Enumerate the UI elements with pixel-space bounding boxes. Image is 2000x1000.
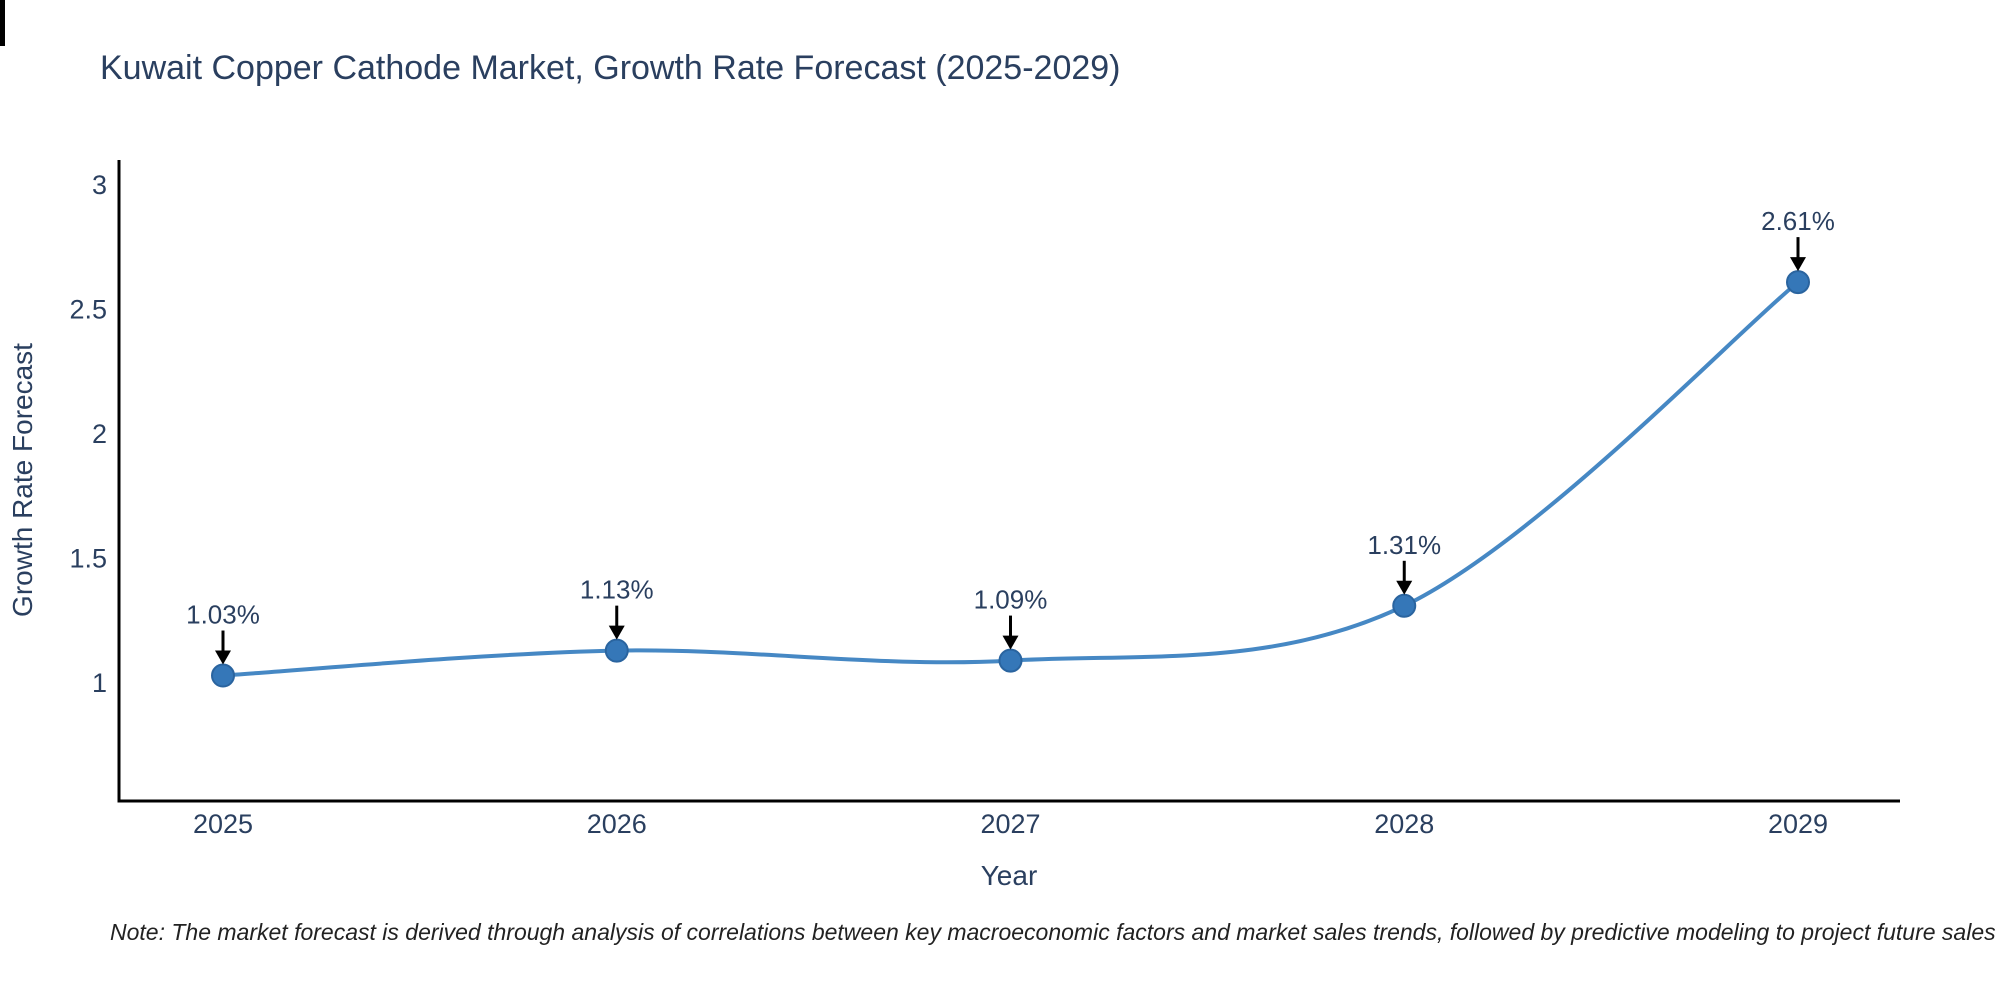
- screen-edge-artifact: [0, 0, 5, 46]
- y-tick-label: 1.5: [69, 544, 107, 574]
- annotations-group: 1.03% 1.13% 1.09% 1.31% 2.61%: [186, 206, 1835, 665]
- data-point-marker[interactable]: [211, 663, 235, 688]
- annotation-label: 2.61%: [1761, 206, 1835, 236]
- data-point-marker[interactable]: [998, 648, 1023, 673]
- annotation-label: 1.13%: [580, 575, 654, 605]
- y-axis-ticks: 1 1.5 2 2.5 3: [69, 170, 107, 698]
- footnote: Note: The market forecast is derived thr…: [110, 919, 1996, 945]
- data-point-marker[interactable]: [1786, 270, 1810, 295]
- annotation-arrowhead: [1396, 580, 1413, 595]
- annotation-arrowhead: [1790, 257, 1806, 272]
- x-axis-title: Year: [981, 860, 1038, 891]
- series-group: [211, 270, 1810, 688]
- data-point-marker[interactable]: [604, 638, 629, 663]
- chart-title: Kuwait Copper Cathode Market, Growth Rat…: [100, 49, 1121, 87]
- data-point-marker[interactable]: [1392, 593, 1417, 618]
- x-tick-label: 2028: [1374, 809, 1434, 839]
- y-tick-label: 3: [92, 170, 107, 200]
- annotation-arrowhead: [608, 625, 625, 640]
- y-tick-label: 2.5: [69, 295, 107, 325]
- annotation-label: 1.09%: [974, 585, 1048, 615]
- annotation-label: 1.31%: [1367, 530, 1441, 560]
- y-axis-title: Growth Rate Forecast: [7, 343, 38, 617]
- x-tick-label: 2027: [980, 809, 1040, 839]
- annotation-label: 1.03%: [186, 600, 260, 630]
- annotation-arrowhead: [215, 650, 231, 665]
- x-tick-label: 2025: [193, 809, 253, 839]
- y-tick-label: 1: [92, 668, 107, 698]
- x-tick-label: 2026: [587, 809, 647, 839]
- y-tick-label: 2: [92, 419, 107, 449]
- x-axis-ticks: 2025 2026 2027 2028 2029: [193, 809, 1828, 839]
- x-tick-label: 2029: [1768, 809, 1828, 839]
- annotation-arrowhead: [1002, 635, 1019, 650]
- series-line: [222, 280, 1800, 678]
